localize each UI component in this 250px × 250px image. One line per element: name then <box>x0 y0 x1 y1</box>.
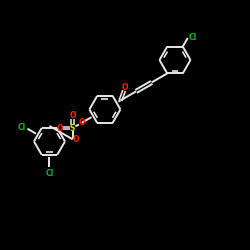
Text: O: O <box>78 118 85 127</box>
Text: O: O <box>73 135 79 144</box>
Text: O: O <box>56 124 63 132</box>
Text: Cl: Cl <box>18 123 26 132</box>
Text: S: S <box>70 124 75 132</box>
Text: Cl: Cl <box>45 170 54 178</box>
Text: O: O <box>121 83 128 92</box>
Text: Cl: Cl <box>189 34 197 42</box>
Text: O: O <box>70 110 76 120</box>
